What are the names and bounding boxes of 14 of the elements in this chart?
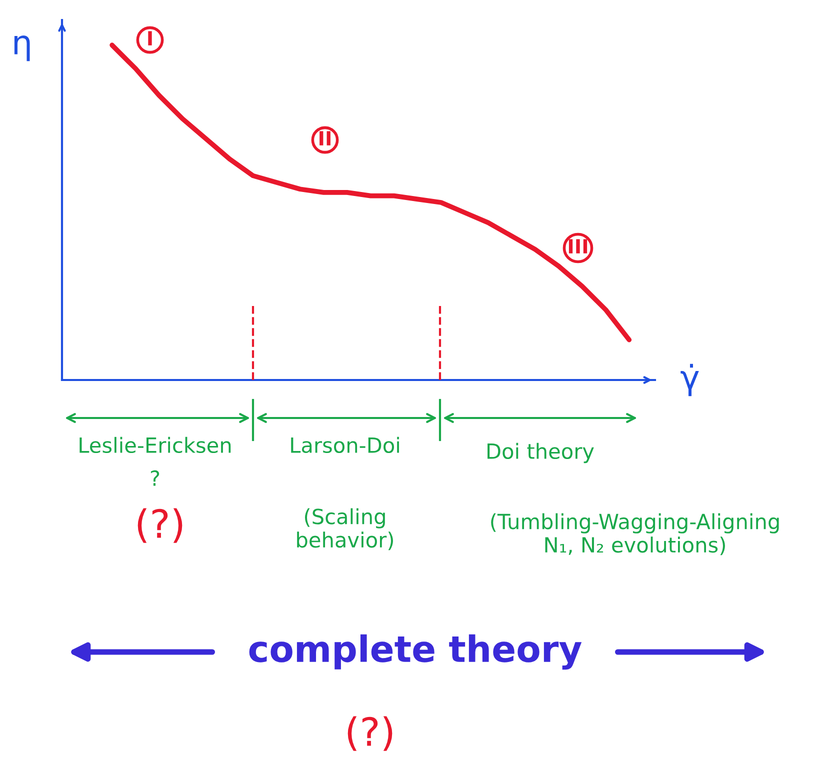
text: (Tumbling-Wagging-Aligning N₁, N₂ evolutions) xyxy=(491,513,779,556)
text: Doi theory xyxy=(488,442,594,464)
text: complete theory xyxy=(249,634,582,670)
annotation: II xyxy=(320,131,330,146)
text: (?) xyxy=(348,716,392,751)
y-axis-title: η xyxy=(14,36,30,62)
x-axis-title: γ̇ xyxy=(680,364,699,396)
text: (Scaling behavior) xyxy=(297,508,393,550)
annotation: I xyxy=(148,31,152,46)
text: ? xyxy=(150,470,160,486)
text: Leslie-Ericksen xyxy=(80,436,231,454)
annotation: III xyxy=(568,239,588,254)
text: (?) xyxy=(138,508,182,543)
text: Larson-Doi xyxy=(291,436,399,454)
